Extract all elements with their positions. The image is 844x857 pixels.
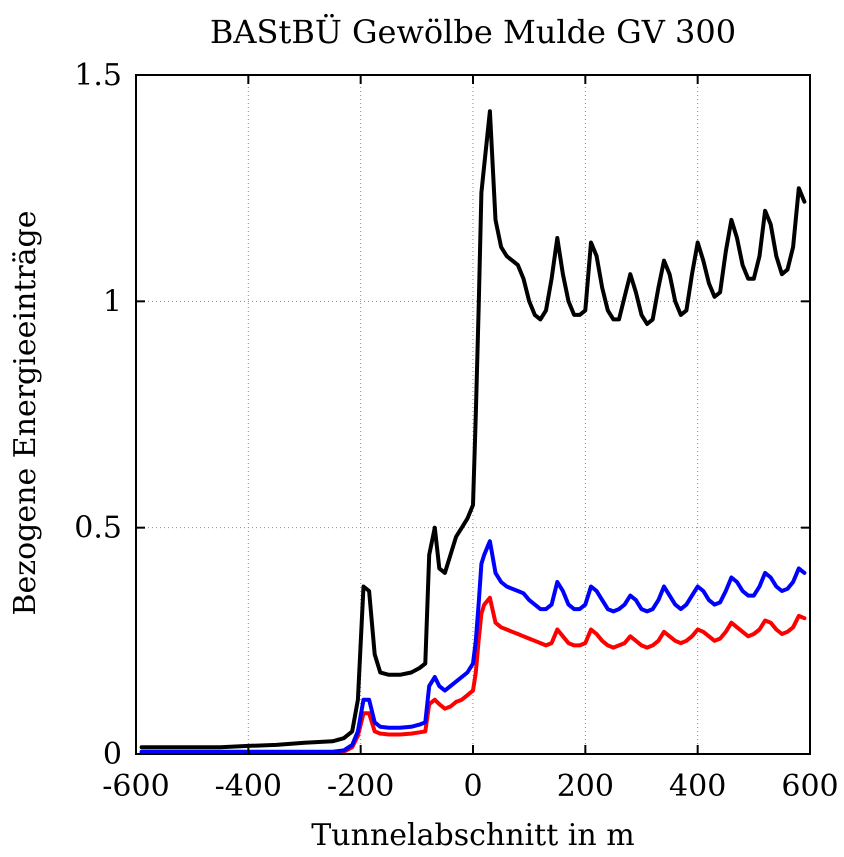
x-tick-label: 200 [557, 769, 614, 804]
series-group [139, 109, 807, 755]
y-tick-label: 0 [103, 737, 122, 772]
y-axis-label: Bezogene Energieeinträge [8, 210, 43, 615]
y-tick-label: 0.5 [74, 511, 122, 546]
x-axis-ticks: -600 -400 -200 0 200 400 600 [102, 75, 839, 804]
x-axis-label: Tunnelabschnitt in m [311, 818, 634, 853]
x-tick-label: -200 [327, 769, 394, 804]
chart-title: BAStBÜ Gewölbe Mulde GV 300 [210, 13, 736, 51]
series-line-2 [139, 539, 807, 754]
y-tick-label: 1 [103, 284, 122, 319]
y-axis-ticks: 0 0.5 1 1.5 [74, 58, 810, 772]
x-tick-label: -400 [215, 769, 282, 804]
x-tick-label: 0 [463, 769, 482, 804]
series-line-3 [139, 595, 807, 755]
x-tick-label: -600 [102, 769, 169, 804]
x-tick-label: 400 [669, 769, 726, 804]
series-line-1 [139, 109, 807, 750]
x-tick-label: 600 [781, 769, 838, 804]
grid-lines [136, 75, 810, 754]
y-tick-label: 1.5 [74, 58, 122, 93]
